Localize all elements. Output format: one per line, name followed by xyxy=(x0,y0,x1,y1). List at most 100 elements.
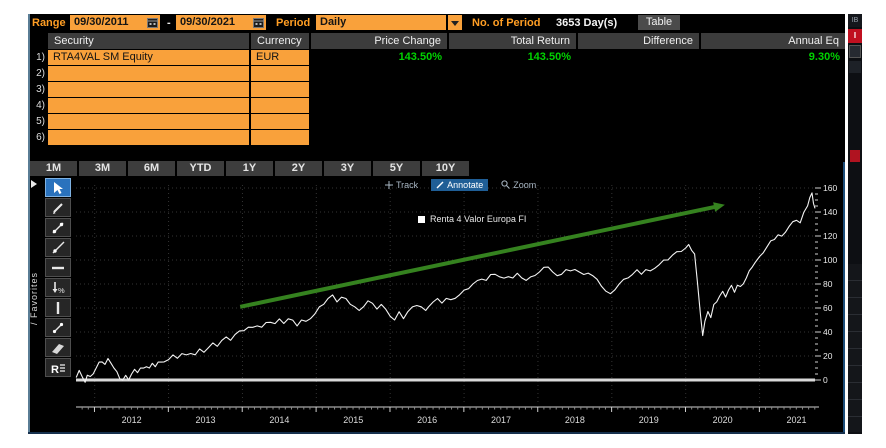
row-number: 3) xyxy=(36,84,45,95)
header-total-return[interactable]: Total Return xyxy=(449,33,576,49)
period-button-1m[interactable]: 1M xyxy=(30,161,77,176)
ray-tool-button[interactable] xyxy=(45,238,71,257)
security-cell[interactable] xyxy=(48,98,249,113)
table-row: 1) RTA4VAL SM Equity EUR 143.50% 143.50%… xyxy=(28,50,845,65)
header-currency[interactable]: Currency xyxy=(251,33,309,49)
period-button-5y[interactable]: 5Y xyxy=(373,161,420,176)
channel-icon xyxy=(52,343,64,354)
period-button-3m[interactable]: 3M xyxy=(79,161,126,176)
header-price-change[interactable]: Price Change xyxy=(311,33,447,49)
adjacent-window-sliver: IB I xyxy=(848,14,862,434)
header-annual-eq[interactable]: Annual Eq xyxy=(701,33,845,49)
table-button[interactable]: Table xyxy=(638,15,680,30)
annotation-arrowhead xyxy=(713,202,725,212)
currency-cell[interactable] xyxy=(251,66,309,81)
header-difference[interactable]: Difference xyxy=(578,33,699,49)
annotate-label: Annotate xyxy=(447,179,484,190)
horizontal-line-icon xyxy=(52,266,64,269)
table-row: 6) xyxy=(28,130,845,145)
security-cell[interactable] xyxy=(48,82,249,97)
currency-cell[interactable] xyxy=(251,114,309,129)
security-cell[interactable] xyxy=(48,114,249,129)
segment-tool-button[interactable] xyxy=(45,318,71,337)
period-button-ytd[interactable]: YTD xyxy=(177,161,224,176)
range-start-field[interactable]: 09/30/2011 xyxy=(70,15,160,30)
zoom-button[interactable]: Zoom xyxy=(496,179,541,191)
security-cell[interactable] xyxy=(48,66,249,81)
y-tick-label: 60 xyxy=(823,303,833,313)
panel-border xyxy=(28,14,30,434)
horizontal-line-tool-button[interactable] xyxy=(45,258,71,277)
chart-region: 2012 2013 2014 2015 2016 2017 2018 2019 2020 2021… xyxy=(28,177,845,434)
annotation-arrow xyxy=(239,204,720,309)
drawing-tools-palette: % R xyxy=(45,178,73,378)
annotate-button[interactable]: Annotate xyxy=(431,178,489,191)
period-select[interactable]: Daily xyxy=(316,15,446,30)
period-label: Period xyxy=(276,17,311,29)
currency-cell[interactable] xyxy=(251,130,309,145)
period-dropdown-button[interactable] xyxy=(448,15,462,30)
price-chart[interactable]: 2012 2013 2014 2015 2016 2017 2018 2019 2020 2021… xyxy=(28,177,845,434)
x-tick-label: 2018 xyxy=(565,415,585,425)
pencil-tool-button[interactable] xyxy=(45,198,71,217)
period-button-1y[interactable]: 1Y xyxy=(226,161,273,176)
pencil-icon xyxy=(53,202,63,214)
cursor-icon xyxy=(54,181,63,194)
currency-cell[interactable] xyxy=(251,98,309,113)
row-number: 2) xyxy=(36,68,45,79)
security-cell[interactable] xyxy=(48,130,249,145)
range-separator: - xyxy=(167,17,171,29)
y-tick-label: 0 xyxy=(823,375,828,385)
cursor-tool-button[interactable] xyxy=(45,178,71,197)
row-number: 4) xyxy=(36,100,45,111)
window-fragment xyxy=(848,264,862,432)
comp-total-return-panel: Range 09/30/2011 - 09/30/2021 Period Dai… xyxy=(28,14,845,434)
x-tick-label: 2012 xyxy=(122,415,142,425)
table-header: Security Currency Price Change Total Ret… xyxy=(28,33,845,49)
svg-text:R: R xyxy=(51,364,59,375)
channel-tool-button[interactable] xyxy=(45,338,71,357)
calendar-icon[interactable] xyxy=(147,17,158,28)
trendline-tool-button[interactable] xyxy=(45,218,71,237)
chat-header-fragment: I xyxy=(848,29,862,43)
window-fragment xyxy=(849,61,861,73)
period-row: 1M 3M 6M YTD 1Y 2Y 3Y 5Y 10Y xyxy=(28,160,845,177)
x-tick-label: 2015 xyxy=(343,415,363,425)
calendar-icon[interactable] xyxy=(253,17,264,28)
regression-tool-button[interactable]: R xyxy=(45,358,71,377)
arrow-down-percent-tool-button[interactable]: % xyxy=(45,278,71,297)
magnifier-icon xyxy=(501,180,511,189)
y-tick-label: 100 xyxy=(823,255,837,265)
x-tick-label: 2020 xyxy=(713,415,733,425)
x-tick-label: 2013 xyxy=(195,415,215,425)
track-button[interactable]: Track xyxy=(380,179,423,191)
period-button-2y[interactable]: 2Y xyxy=(275,161,322,176)
crosshair-icon xyxy=(385,180,393,189)
favorites-tab[interactable]: / Favorites xyxy=(29,272,39,326)
currency-cell[interactable] xyxy=(251,82,309,97)
range-end-field[interactable]: 09/30/2021 xyxy=(176,15,266,30)
collapse-arrow-icon[interactable] xyxy=(31,180,37,188)
vertical-line-icon xyxy=(56,301,60,314)
period-button-3y[interactable]: 3Y xyxy=(324,161,371,176)
table-row: 3) xyxy=(28,82,845,97)
y-tick-label: 20 xyxy=(823,351,833,361)
security-cell[interactable]: RTA4VAL SM Equity xyxy=(48,50,249,65)
row-number: 5) xyxy=(36,116,45,127)
num-period-label: No. of Period xyxy=(472,17,541,29)
x-tick-label: 2014 xyxy=(269,415,289,425)
y-tick-label: 160 xyxy=(823,183,837,193)
price-change-value: 143.50% xyxy=(398,51,442,63)
table-row: 5) xyxy=(28,114,845,129)
header-security[interactable]: Security xyxy=(48,33,249,49)
period-button-10y[interactable]: 10Y xyxy=(422,161,469,176)
x-tick-label: 2019 xyxy=(639,415,659,425)
vertical-line-tool-button[interactable] xyxy=(45,298,71,317)
range-label: Range xyxy=(32,17,66,29)
arrow-down-percent-icon: % xyxy=(52,281,65,295)
currency-cell[interactable]: EUR xyxy=(251,50,309,65)
y-tick-label: 80 xyxy=(823,279,833,289)
period-button-6m[interactable]: 6M xyxy=(128,161,175,176)
difference-value xyxy=(578,50,699,65)
row-number: 6) xyxy=(36,132,45,143)
